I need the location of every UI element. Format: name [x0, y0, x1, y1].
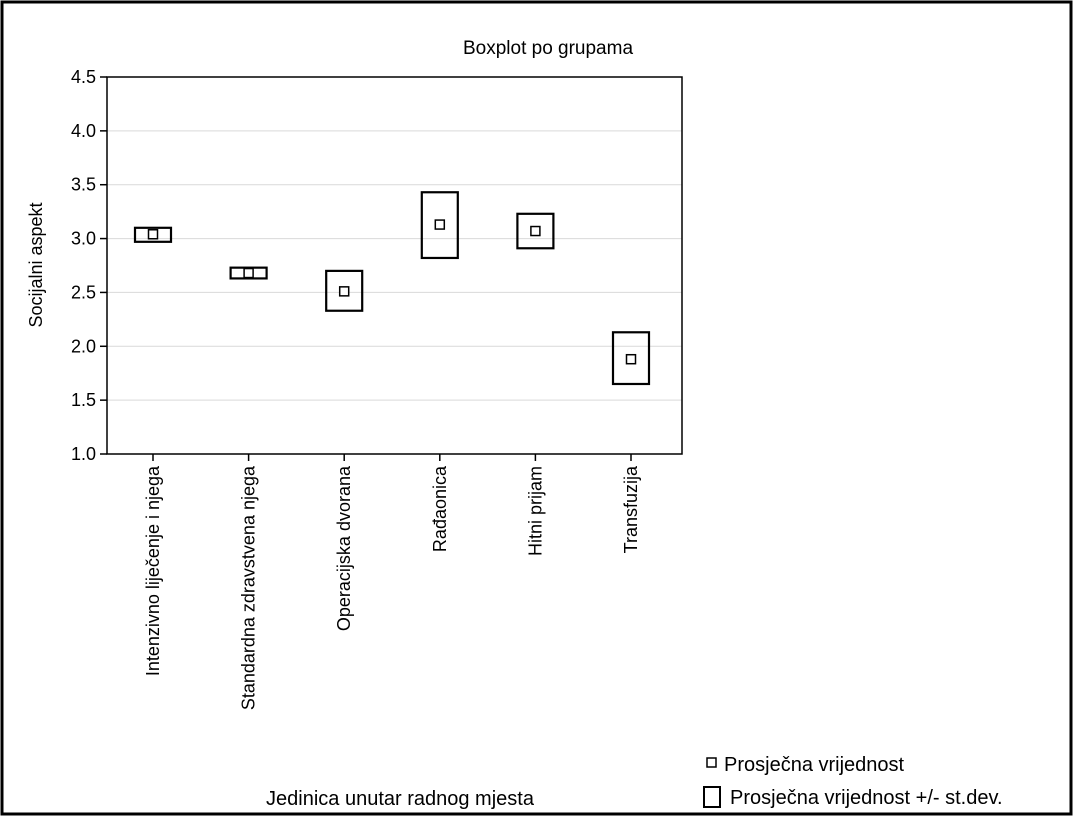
y-tick-label: 2.0 — [71, 336, 96, 356]
mean-marker — [434, 219, 446, 230]
y-tick-label: 4.0 — [71, 121, 96, 141]
sd-box — [420, 191, 459, 260]
y-tick-label: 3.0 — [71, 229, 96, 249]
y-tick-label: 1.0 — [71, 444, 96, 464]
y-axis-label: Socijalni aspekt — [26, 202, 46, 327]
category-label: Operacijska dvorana — [334, 465, 354, 631]
mean-marker — [338, 286, 350, 297]
category-label: Hitni prijam — [525, 466, 545, 556]
y-tick-label: 4.5 — [71, 67, 96, 87]
mean-marker — [147, 229, 159, 240]
legend-entry-sd: Prosječna vrijednost +/- st.dev. — [730, 787, 1003, 809]
y-tick-label: 3.5 — [71, 175, 96, 195]
category-label: Transfuzija — [621, 465, 641, 553]
y-tick-label: 2.5 — [71, 282, 96, 302]
sd-box — [611, 331, 651, 386]
legend-mean-marker — [706, 757, 717, 768]
mean-marker — [243, 267, 254, 279]
legend-entry-mean: Prosječna vrijednost — [724, 754, 905, 776]
category-label: Standardna zdravstvena njega — [239, 465, 259, 710]
x-axis-label: Jedinica unutar radnog mjesta — [266, 788, 535, 810]
legend-box-marker — [703, 786, 721, 808]
category-label: Intenzivno liječenje i njega — [143, 465, 163, 676]
y-axis-ticks: 1.0 1.5 2.0 2.5 3.0 3.5 4.0 4.5 — [71, 67, 107, 464]
legend: Prosječna vrijednost Prosječna vrijednos… — [703, 754, 1003, 809]
plot-frame — [106, 76, 683, 455]
gridlines — [107, 130, 682, 401]
mean-marker — [530, 225, 541, 237]
x-axis-ticks: Intenzivno liječenje i njega Standardna z… — [143, 454, 641, 710]
sd-box — [133, 226, 173, 243]
boxes — [133, 191, 651, 386]
mean-marker — [625, 353, 637, 365]
category-label: Rađaonica — [430, 465, 450, 552]
chart-title: Boxplot po grupama — [463, 38, 633, 59]
y-tick-label: 1.5 — [71, 390, 96, 410]
sd-box — [516, 212, 555, 250]
sd-box — [229, 266, 268, 280]
sd-box — [325, 269, 364, 312]
